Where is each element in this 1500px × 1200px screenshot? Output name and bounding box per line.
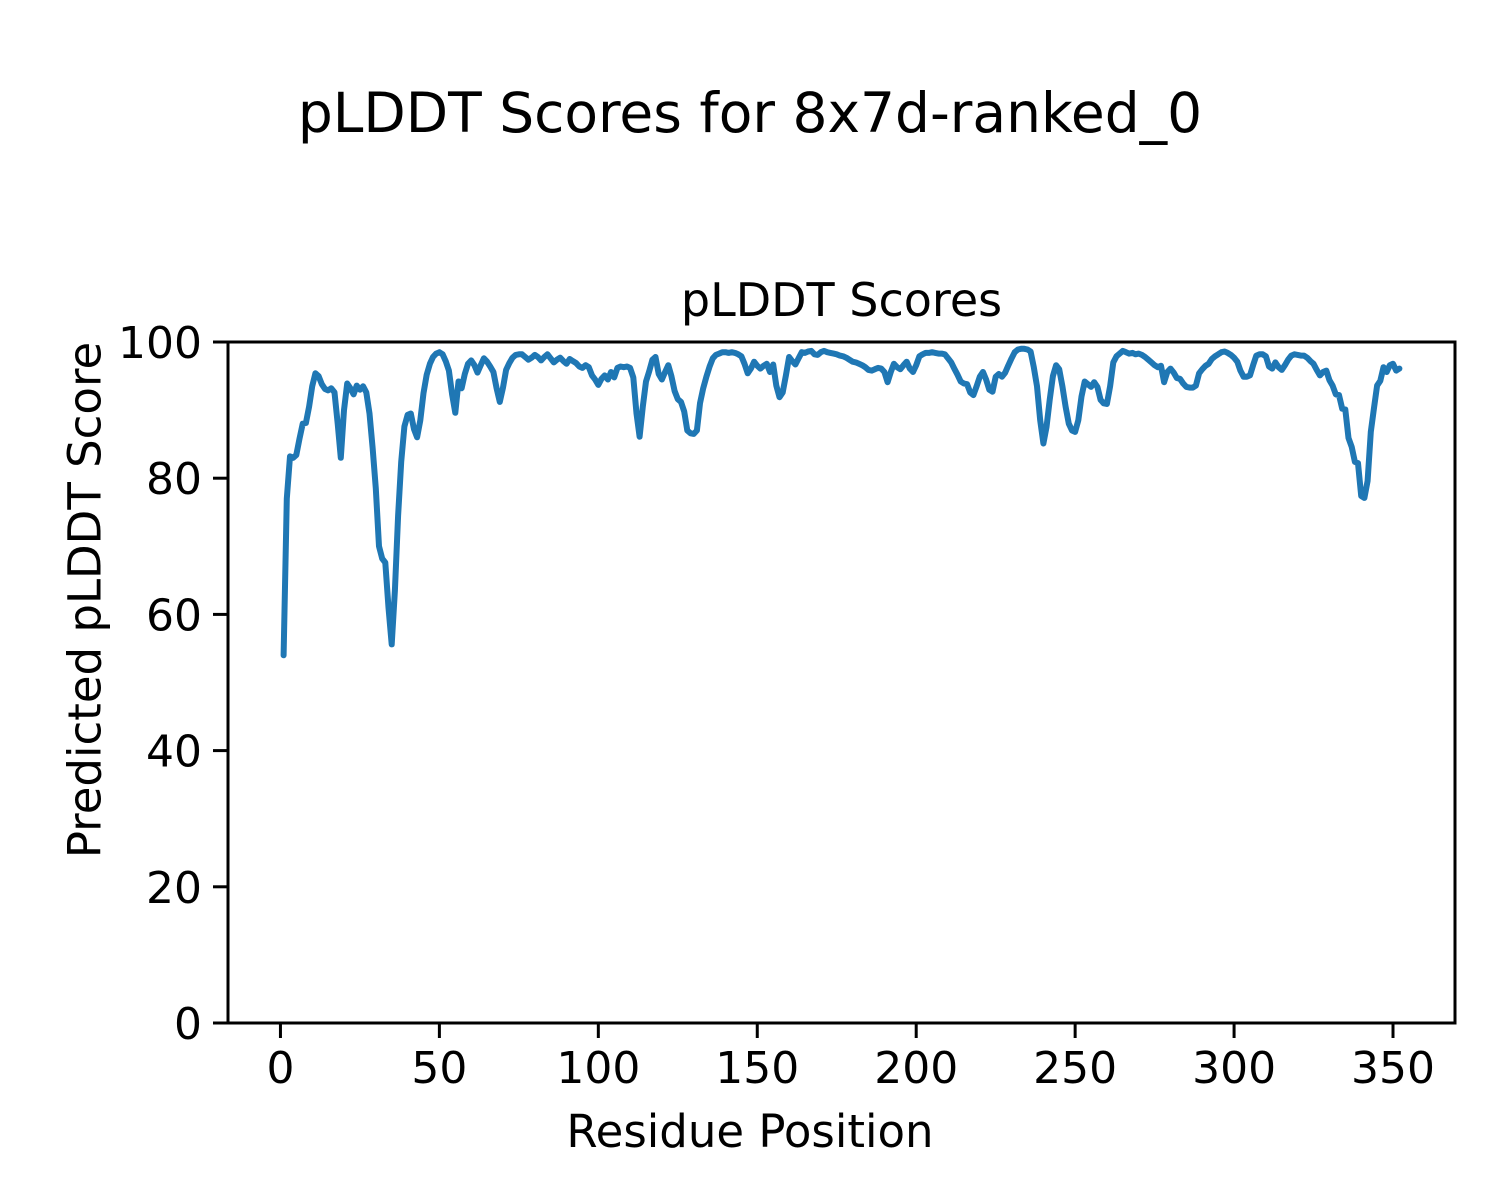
y-tick-label: 20 (146, 863, 202, 914)
y-tick-label: 80 (146, 454, 202, 505)
plddt-line (280, 345, 1403, 659)
x-tick-label: 200 (874, 1043, 958, 1094)
x-axis-label: Residue Position (566, 1105, 934, 1158)
y-axis-label: Predicted pLDDT Score (58, 341, 112, 859)
x-tick-label: 100 (556, 1043, 640, 1094)
x-tick-label: 50 (411, 1043, 467, 1094)
x-tick-label: 150 (715, 1043, 799, 1094)
y-tick-label: 60 (146, 590, 202, 641)
x-tick-label: 250 (1033, 1043, 1117, 1094)
y-tick-label: 40 (146, 727, 202, 778)
y-tick-label: 0 (174, 999, 202, 1050)
x-tick-label: 350 (1351, 1043, 1435, 1094)
figure-title: pLDDT Scores for 8x7d-ranked_0 (297, 81, 1203, 145)
plot-frame (226, 340, 1457, 1025)
axes-title: pLDDT Scores (680, 273, 1003, 327)
y-tick-label: 100 (118, 318, 202, 369)
x-tick-label: 300 (1192, 1043, 1276, 1094)
x-tick-label: 0 (266, 1043, 294, 1094)
